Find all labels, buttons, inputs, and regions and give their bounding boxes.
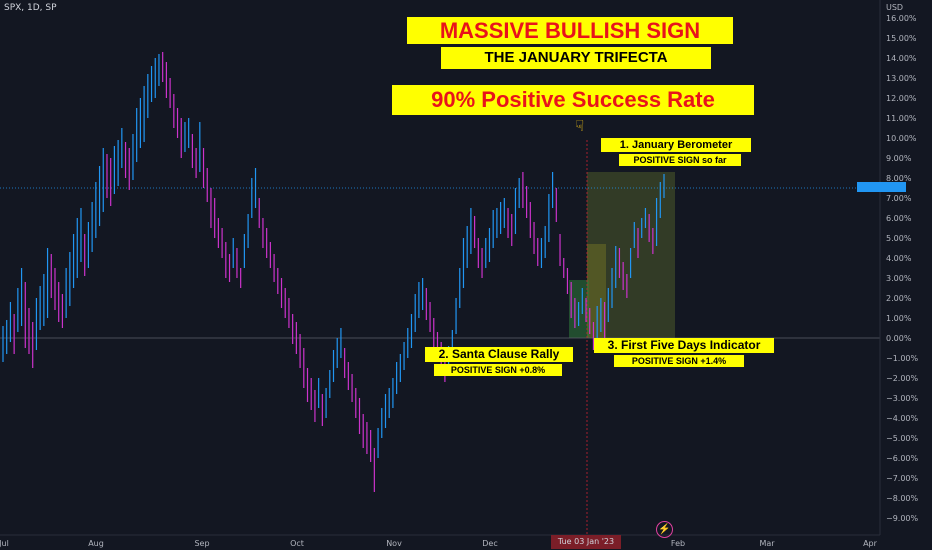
banner-main: MASSIVE BULLISH SIGN xyxy=(407,17,733,44)
y-tick-label: 16.00% xyxy=(886,14,917,23)
santa-rally-status: POSITIVE SIGN +0.8% xyxy=(434,364,562,376)
banner-subtitle: THE JANUARY TRIFECTA xyxy=(441,47,711,69)
y-tick-label: −4.00% xyxy=(886,414,919,423)
y-tick-label: −3.00% xyxy=(886,394,919,403)
y-tick-label: 10.00% xyxy=(886,134,917,143)
first-five-days-status: POSITIVE SIGN +1.4% xyxy=(614,355,744,367)
y-tick-label: 1.00% xyxy=(886,314,912,323)
y-tick-label: −6.00% xyxy=(886,454,919,463)
y-tick-label: 6.00% xyxy=(886,214,912,223)
y-tick-label: 0.00% xyxy=(886,334,912,343)
x-tick-label: Mar xyxy=(759,539,775,548)
y-tick-label: −9.00% xyxy=(886,514,919,523)
y-axis: USD 16.00% 15.00% 14.00% 13.00% 12.00% 11.00% 1… xyxy=(879,0,919,535)
january-barometer-status: POSITIVE SIGN so far xyxy=(619,154,741,166)
x-axis: Jul Aug Sep Oct Nov Dec Feb Mar Apr xyxy=(0,534,880,548)
y-tick-label: 2.00% xyxy=(886,294,912,303)
y-tick-label: −2.00% xyxy=(886,374,919,383)
y-tick-label: −7.00% xyxy=(886,474,919,483)
first-five-days-label: 3. First Five Days Indicator xyxy=(594,338,774,353)
y-tick-label: 5.00% xyxy=(886,234,912,243)
x-tick-label: Sep xyxy=(194,539,209,548)
y-tick-label: 8.00% xyxy=(886,174,912,183)
y-tick-label: 14.00% xyxy=(886,54,917,63)
x-tick-label: Oct xyxy=(290,539,304,548)
x-tick-label: Nov xyxy=(386,539,402,548)
y-tick-label: 7.00% xyxy=(886,194,912,203)
y-tick-label: −5.00% xyxy=(886,434,919,443)
price-bars xyxy=(2,52,665,492)
y-tick-label: 13.00% xyxy=(886,74,917,83)
x-tick-label: Aug xyxy=(88,539,104,548)
y-tick-label: 12.00% xyxy=(886,94,917,103)
x-tick-label: Feb xyxy=(671,539,685,548)
current-price-tag xyxy=(857,182,906,192)
santa-rally-label: 2. Santa Clause Rally xyxy=(425,347,573,362)
y-tick-label: 4.00% xyxy=(886,254,912,263)
x-tick-label: Dec xyxy=(482,539,497,548)
january-barometer-label: 1. January Berometer xyxy=(601,138,751,152)
lightning-bolt-icon[interactable]: ⚡ xyxy=(656,521,673,538)
pointing-down-hand-icon: ☟ xyxy=(575,118,585,135)
y-tick-label: 9.00% xyxy=(886,154,912,163)
y-tick-label: 3.00% xyxy=(886,274,912,283)
y-axis-unit: USD xyxy=(886,3,903,12)
crosshair-date-label: Tue 03 Jan '23 xyxy=(551,535,621,549)
y-tick-label: 15.00% xyxy=(886,34,917,43)
x-tick-label: Jul xyxy=(0,539,9,548)
y-tick-label: 11.00% xyxy=(886,114,917,123)
symbol-header: SPX, 1D, SP xyxy=(4,3,57,13)
y-tick-label: −8.00% xyxy=(886,494,919,503)
x-tick-label: Apr xyxy=(863,539,878,548)
banner-success-rate: 90% Positive Success Rate xyxy=(392,85,754,115)
y-tick-label: −1.00% xyxy=(886,354,919,363)
